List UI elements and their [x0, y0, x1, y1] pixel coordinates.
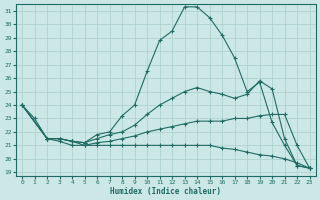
- X-axis label: Humidex (Indice chaleur): Humidex (Indice chaleur): [110, 187, 221, 196]
